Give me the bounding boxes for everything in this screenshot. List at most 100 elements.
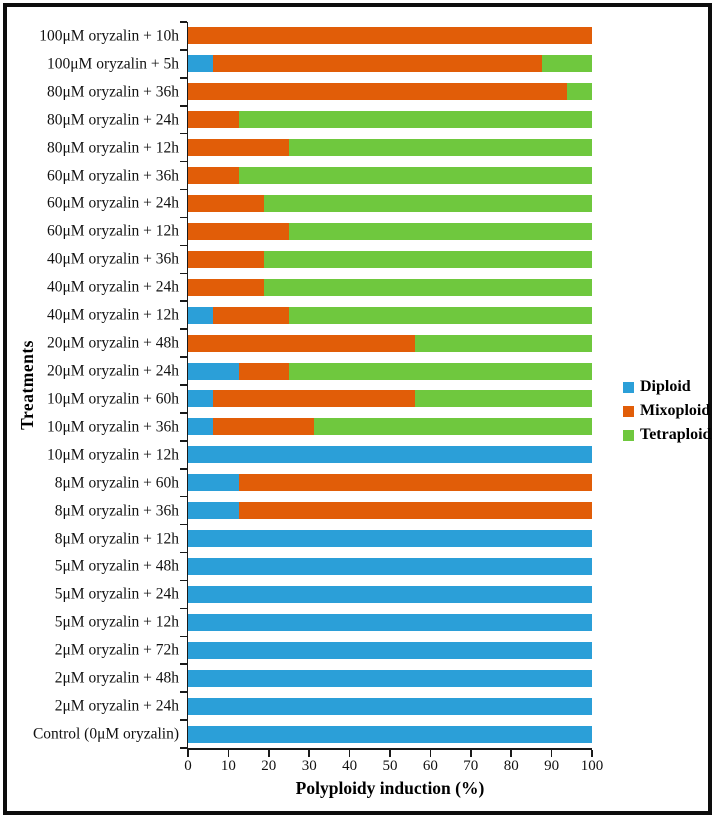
x-axis-tick (550, 749, 553, 757)
category-label: 60μM oryzalin + 36h (47, 166, 179, 184)
x-axis-tick (187, 749, 189, 757)
bar-row: 40μM oryzalin + 24h (47, 273, 592, 301)
category-boundary-tick (179, 300, 187, 302)
category-boundary-tick (179, 21, 187, 23)
category-boundary-tick (179, 272, 187, 275)
bar-row: Control (0μM oryzalin) (33, 720, 592, 748)
y-axis-title: Treatments (16, 340, 37, 430)
bar-row: 20μM oryzalin + 24h (47, 357, 592, 385)
bar-segment-diploid (188, 557, 592, 575)
bar-segment-mixoploid (188, 250, 264, 268)
x-axis-tick-label: 0 (184, 758, 192, 774)
bar-segment-mixoploid (188, 27, 592, 45)
category-label: Control (0μM oryzalin) (32, 725, 179, 743)
stacked-bar (188, 585, 592, 603)
bar-segment-tetraploid (263, 250, 592, 268)
category-boundary-tick (179, 384, 187, 386)
bar-segment-diploid (188, 306, 214, 324)
category-label: 80μM oryzalin + 12h (47, 138, 179, 156)
category-boundary-tick (179, 635, 187, 638)
bar-row: 80μM oryzalin + 36h (47, 78, 592, 106)
category-label: 100μM oryzalin + 10h (39, 27, 179, 45)
bar-row: 60μM oryzalin + 24h (47, 190, 592, 218)
legend-item-mixoploid: Mixoploid (623, 403, 711, 419)
x-axis-tick-label: 70 (463, 758, 479, 774)
category-label: 20μM oryzalin + 48h (47, 334, 179, 352)
stacked-bar (188, 474, 592, 492)
bar-segment-tetraploid (415, 390, 592, 408)
bar-segment-tetraploid (289, 139, 592, 157)
bar-segment-tetraploid (289, 306, 592, 324)
category-boundary-tick (179, 440, 187, 442)
bar-row: 60μM oryzalin + 36h (47, 162, 592, 190)
bar-segment-tetraploid (238, 111, 592, 129)
category-label: 40μM oryzalin + 12h (47, 306, 179, 324)
bar-rows-container: 100μM oryzalin + 10h 100μM oryzalin + 5h 8… (33, 22, 592, 748)
x-axis-title: Polyploidy induction (%) (295, 778, 485, 798)
bar-row: 10μM oryzalin + 60h (47, 385, 592, 413)
bar-segment-mixoploid (188, 194, 264, 212)
bar-segment-tetraploid (289, 362, 592, 380)
x-axis-line (186, 748, 592, 750)
bar-segment-mixoploid (238, 362, 289, 380)
bar-segment-tetraploid (541, 55, 592, 73)
stacked-bar (188, 669, 592, 687)
bar-row: 2μM oryzalin + 24h (55, 692, 592, 720)
bar-segment-tetraploid (238, 167, 592, 185)
bar-segment-mixoploid (238, 474, 592, 492)
stacked-bar (188, 613, 592, 631)
bar-row: 8μM oryzalin + 12h (55, 525, 592, 553)
stacked-bar (188, 139, 592, 157)
bar-row: 60μM oryzalin + 12h (47, 217, 592, 245)
x-axis-tick-label: 30 (301, 758, 317, 774)
category-label: 10μM oryzalin + 60h (47, 390, 179, 408)
legend-label: Mixoploid (640, 402, 711, 419)
x-axis-tick (268, 749, 270, 757)
bar-segment-tetraploid (566, 83, 592, 101)
stacked-bar (188, 111, 592, 129)
y-axis-title-wrap: Treatments (14, 22, 40, 748)
stacked-bar (188, 446, 592, 464)
bar-segment-diploid (188, 725, 592, 743)
category-label: 40μM oryzalin + 24h (47, 278, 179, 296)
category-boundary-tick (179, 607, 187, 610)
bar-segment-mixoploid (213, 418, 315, 436)
bar-row: 80μM oryzalin + 24h (47, 106, 592, 134)
bar-segment-mixoploid (188, 278, 264, 296)
bar-segment-diploid (188, 418, 214, 436)
bar-row: 8μM oryzalin + 36h (55, 497, 592, 525)
stacked-bar (188, 306, 592, 324)
stacked-bar (188, 83, 592, 101)
legend-label: Diploid (640, 378, 691, 395)
bar-row: 8μM oryzalin + 60h (55, 469, 592, 497)
category-label: 20μM oryzalin + 24h (47, 362, 179, 380)
category-boundary-tick (179, 105, 187, 107)
x-axis-tick-label: 20 (261, 758, 277, 774)
bar-segment-diploid (188, 669, 592, 687)
category-boundary-tick (179, 719, 187, 721)
stacked-bar (188, 27, 592, 45)
category-boundary-tick (179, 663, 187, 665)
category-boundary-tick (179, 579, 187, 582)
legend: Diploid Mixoploid Tetraploid (623, 379, 711, 443)
legend-swatch-icon (623, 405, 634, 417)
x-axis-tick (227, 749, 230, 757)
stacked-bar (188, 725, 592, 743)
category-label: 5μM oryzalin + 48h (54, 557, 179, 575)
bar-segment-tetraploid (263, 194, 592, 212)
legend-swatch-icon (623, 429, 634, 441)
x-axis-tick (429, 749, 432, 757)
stacked-bar (188, 502, 592, 520)
category-label: 8μM oryzalin + 60h (54, 473, 179, 491)
category-boundary-tick (179, 691, 187, 693)
bar-segment-mixoploid (188, 139, 289, 157)
category-boundary-tick (179, 468, 187, 470)
bar-segment-mixoploid (188, 83, 567, 101)
bar-segment-mixoploid (188, 167, 239, 185)
category-label: 60μM oryzalin + 12h (47, 222, 179, 240)
x-axis-tick (348, 749, 351, 757)
stacked-bar (188, 250, 592, 268)
x-axis-tick (389, 749, 391, 757)
stacked-bar (188, 362, 592, 380)
category-label: 10μM oryzalin + 36h (47, 418, 179, 436)
